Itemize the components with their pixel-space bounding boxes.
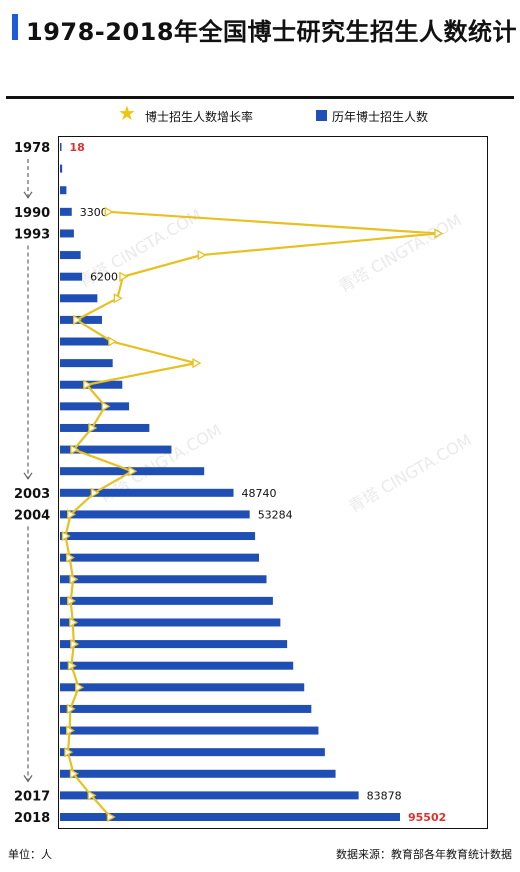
year-tick-label: 2003 <box>14 487 50 502</box>
growth-star-icon: ★ <box>118 101 136 125</box>
growth-point-marker <box>67 660 77 671</box>
count-bar <box>60 791 359 800</box>
count-data-label: 48740 <box>242 487 277 500</box>
growth-point-marker <box>119 271 129 282</box>
growth-point-marker <box>104 206 114 217</box>
plot-frame <box>58 136 488 829</box>
count-bar <box>60 229 74 238</box>
timeline-arrow-head <box>23 775 33 783</box>
count-bar <box>60 186 67 195</box>
growth-point-marker <box>101 401 111 412</box>
legend-growth-label: 博士招生人数增长率 <box>145 110 254 124</box>
count-bar <box>60 704 312 713</box>
growth-point-marker <box>197 249 207 261</box>
growth-point-marker <box>61 530 71 542</box>
growth-point-marker <box>108 336 118 347</box>
growth-point-marker <box>434 228 444 239</box>
chart-legend: ★ 博士招生人数增长率 历年博士招生人数 <box>0 101 520 128</box>
count-bar <box>60 510 250 519</box>
growth-point-marker <box>192 358 202 369</box>
growth-point-marker <box>75 682 85 693</box>
growth-point-marker <box>88 422 98 434</box>
count-bar <box>60 726 319 735</box>
growth-point-marker <box>106 811 116 823</box>
growth-point-marker <box>87 790 97 801</box>
count-data-label: 6200 <box>90 271 118 284</box>
growth-point-marker <box>69 574 79 585</box>
year-tick-label: 2018 <box>14 811 50 826</box>
growth-point-marker <box>90 487 100 498</box>
year-tick-label: 1993 <box>14 227 50 242</box>
growth-point-marker <box>64 747 74 758</box>
growth-point-marker <box>83 379 93 390</box>
count-bar <box>60 337 111 346</box>
growth-point-marker <box>128 466 138 477</box>
title-divider <box>6 96 514 99</box>
count-bar <box>60 661 294 670</box>
count-bar <box>60 207 72 216</box>
count-bar <box>60 272 83 281</box>
count-data-label: 53284 <box>258 508 293 521</box>
count-bar <box>60 813 400 821</box>
count-bar <box>60 402 130 411</box>
count-bar <box>60 553 260 562</box>
growth-point-marker <box>69 768 79 779</box>
growth-point-marker <box>66 725 75 736</box>
count-bar <box>60 575 267 584</box>
growth-point-marker <box>66 552 75 563</box>
page-title: 1978-2018年全国博士研究生招生人数统计 <box>26 18 518 46</box>
timeline-arrow-head <box>23 472 33 480</box>
count-data-label: 3300 <box>80 206 108 219</box>
year-tick-label: 1990 <box>14 206 50 221</box>
unit-note: 单位：人 <box>8 848 52 861</box>
count-data-label: 83878 <box>367 789 402 802</box>
growth-point-marker <box>72 314 82 326</box>
year-tick-label: 2004 <box>14 508 50 523</box>
year-tick-label: 1978 <box>14 141 50 156</box>
count-data-label: 95502 <box>408 811 446 824</box>
count-bar <box>60 748 325 757</box>
growth-point-marker <box>69 617 79 628</box>
count-bar <box>60 618 281 627</box>
title-accent-bar <box>12 14 18 40</box>
count-data-label: 18 <box>70 141 85 154</box>
growth-point-marker <box>70 444 80 455</box>
count-square-icon <box>316 110 327 121</box>
growth-point-marker <box>67 509 77 520</box>
growth-point-marker <box>113 293 123 304</box>
count-bar <box>60 143 62 151</box>
count-bar <box>60 294 98 303</box>
source-note: 数据来源：教育部各年教育统计数据 <box>336 848 512 861</box>
count-bar <box>60 640 288 649</box>
count-bar <box>60 359 113 368</box>
count-bar <box>60 423 150 432</box>
count-bar <box>60 488 234 497</box>
growth-point-marker <box>70 638 80 650</box>
growth-point-marker <box>66 703 76 715</box>
count-bar <box>60 683 305 692</box>
timeline-arrow-head <box>23 191 33 199</box>
legend-count-label: 历年博士招生人数 <box>332 110 429 124</box>
count-bar <box>60 251 81 260</box>
count-bar <box>60 596 273 605</box>
count-bar <box>60 445 172 454</box>
year-tick-label: 2017 <box>14 789 50 804</box>
growth-point-marker <box>67 595 77 606</box>
count-bar <box>60 164 63 173</box>
count-bar <box>60 769 336 778</box>
count-bar <box>60 532 256 541</box>
